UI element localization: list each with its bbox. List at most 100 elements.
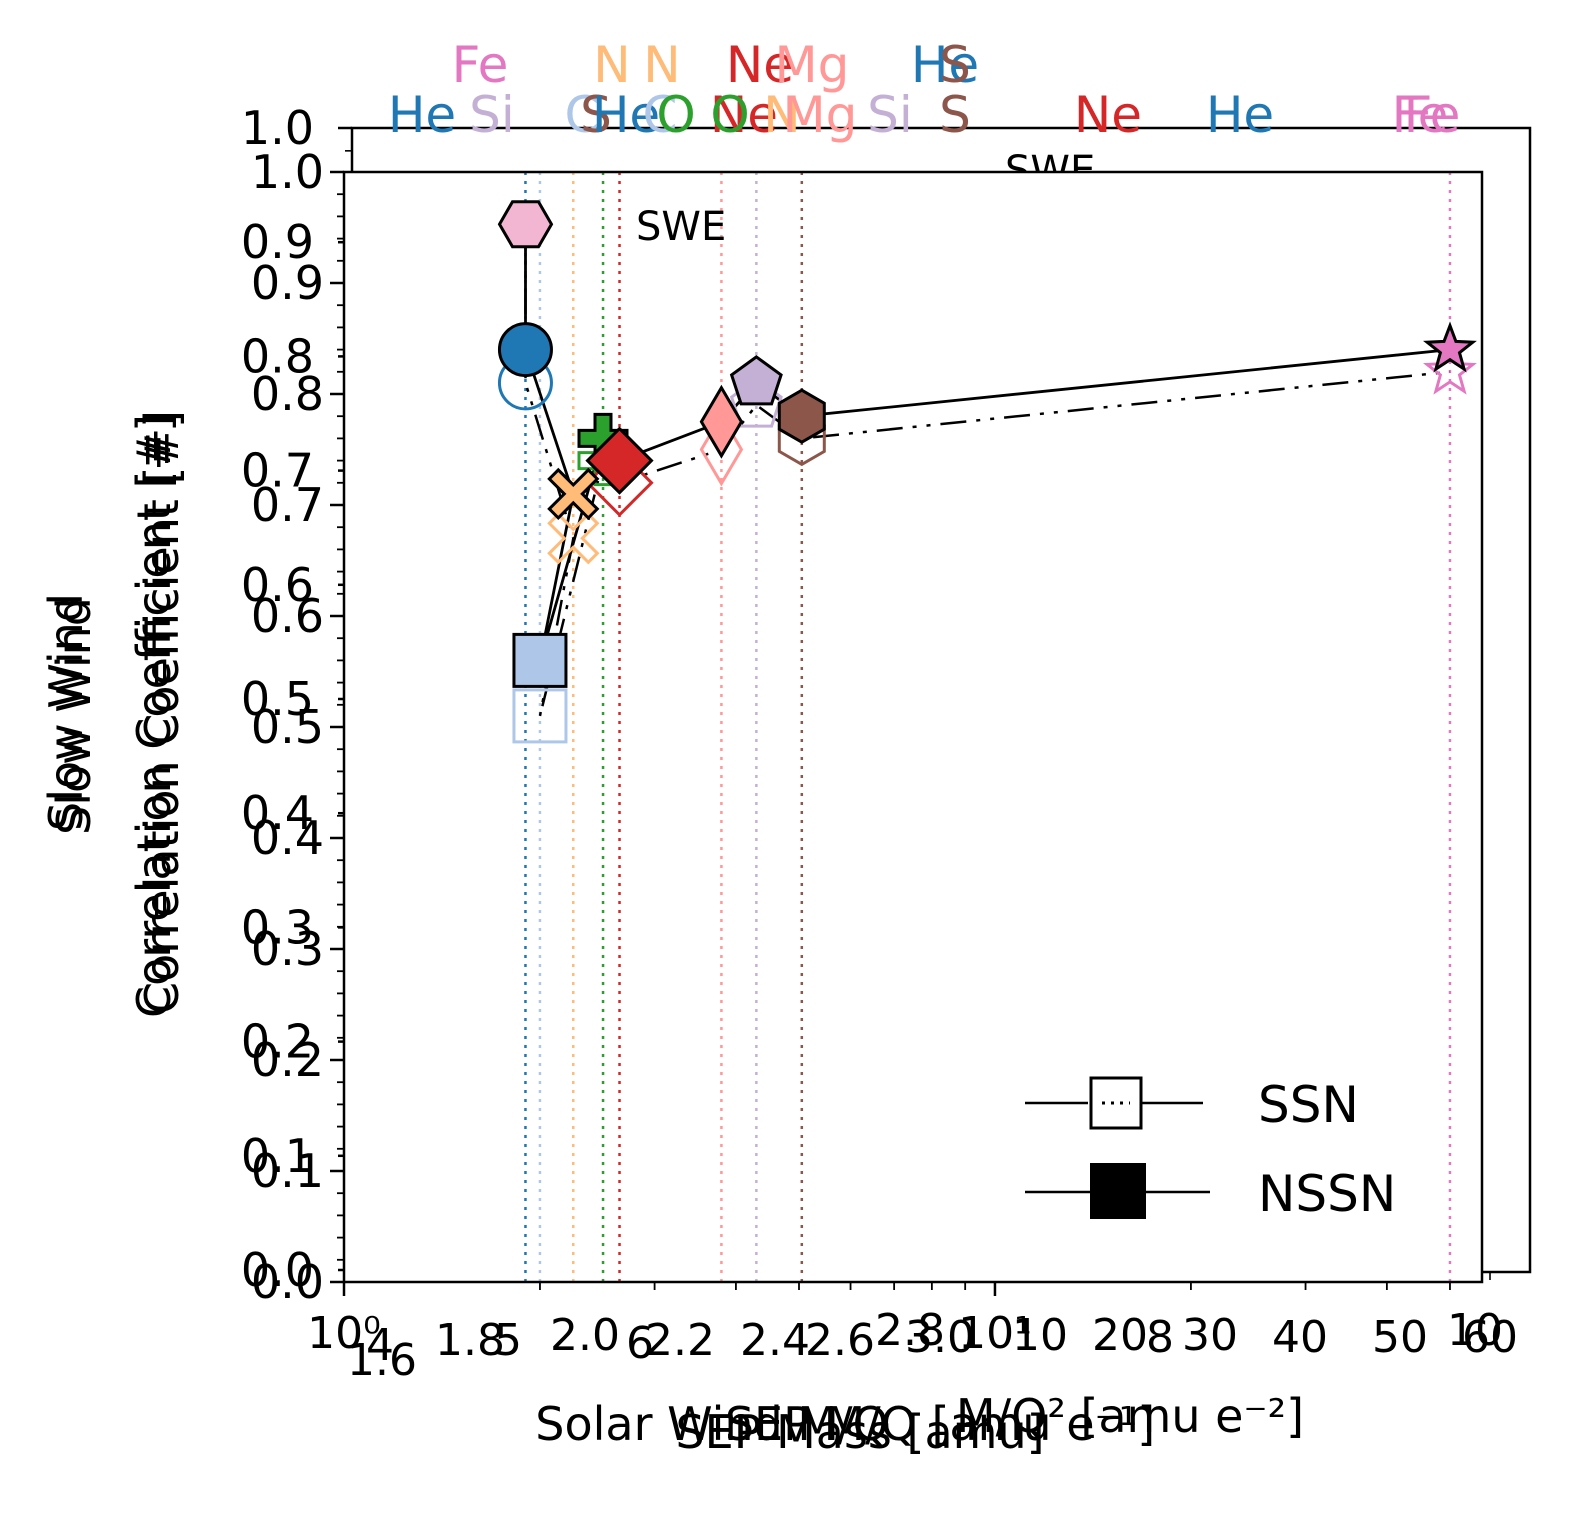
nssn-marker-si [729,355,783,406]
ghost-y-tick-label: 0.0 [241,1243,314,1297]
top-species-label: Si [867,86,913,144]
top-species-label: Si [469,86,515,144]
nssn-marker-he [497,322,553,378]
ghost-y-tick-label: 0.8 [241,329,314,383]
main-axes: 0.0 0.1 0.2 0.3 0.4 0.5 0.6 0.7 0.8 0.9 1.0 10⁰ 10¹… [47,145,1484,1451]
ghost-y-tick-label: 0.7 [241,444,314,498]
top-species-label: He [388,86,456,144]
ghost-x-tick-label: 1.6 [347,1335,417,1386]
y-tick-label: 1.0 [251,145,324,199]
ghost-x-tick-label: 1.8 [435,1315,505,1366]
legend-nssn-label: NSSN [1258,1165,1396,1223]
top-species-label: O [710,86,749,144]
top-species-label: He [911,36,979,94]
ghost-x-tick-label: 2.6 [805,1315,875,1366]
ghost-x-tick-label: 2.2 [645,1315,715,1366]
ghost-x-tick-label: 10 [1447,1305,1503,1356]
ghost-y-tick-label: 0.1 [241,1129,314,1183]
top-species-label: Ne [726,36,794,94]
ghost-x-tick-label: 50 [1372,1312,1428,1363]
top-species-label: N [593,36,630,94]
ghost-x-tick-label: 2.4 [740,1315,810,1366]
ghost-y-label-line-1: Slow Wind [39,593,93,831]
top-species-label: Fe [1392,86,1449,144]
legend-ssn-marker [1089,1076,1143,1130]
top-species-label: O [656,86,695,144]
top-species-label: S [939,36,971,94]
ghost-x-label-2: SEP M/Q [amu e⁻¹] [725,1397,1155,1451]
top-species-label: S [580,86,612,144]
y-tick-label: 0.8 [251,367,324,421]
ghost-axes: Slow Wind Correlation Coefficient [#] SE… [39,101,1532,1459]
nssn-marker-mg [699,384,744,459]
x-axis-ticks: 10⁰ 10¹ [307,1282,1451,1359]
swe-marker [497,200,554,249]
legend-nssn-marker [1090,1163,1146,1219]
ghost-x-tick-label: 8 [1146,1312,1174,1363]
y-tick-label: 0.1 [251,1144,324,1198]
ghost-x-tick-label: 4 [366,1320,394,1371]
nssn-marker-ne [585,426,654,495]
ghost-y-tick-label: 0.6 [241,558,314,612]
ghost-x-label-3: M/Q² [amu e⁻²] [956,1389,1304,1443]
ghost-x-tick-label: 60 [1462,1312,1518,1363]
ghost-y-tick-label: 0.5 [241,672,314,726]
top-species-label: He [592,86,660,144]
top-species-label: He [1206,86,1274,144]
swe-label: SWE [636,204,726,250]
y-label-line-2: Correlation Coefficient [#] [135,410,189,1014]
y-tick-label: 0.2 [251,1033,324,1087]
ghost-x-tick-label: 5 [494,1315,522,1366]
top-species-label: Mg [775,36,850,94]
legend: SSN NSSN [1025,1076,1396,1223]
ghost-x-label-1: SEP Mass [amu] [675,1405,1044,1459]
y-axis-ticks: 0.0 0.1 0.2 0.3 0.4 0.5 0.6 0.7 0.8 0.9 1.0 [251,145,344,1309]
x-tick-label: 10⁰ [307,1308,381,1359]
y-tick-label: 0.7 [251,478,324,532]
top-species-label: N [763,86,800,144]
x-label: Solar Wind M/Q [535,1397,888,1451]
y-tick-label: 0.6 [251,589,324,643]
y-tick-label: 0.9 [251,256,324,310]
top-species-label: C [565,86,600,144]
ghost-x-tick-label: 3.0 [905,1312,975,1363]
ghost-y-tick-label: 0.3 [241,900,314,954]
top-species-label: Fe [1404,86,1461,144]
ssn-marker-n [547,512,600,565]
ghost-x-tick-label: 10 [1012,1310,1068,1361]
top-species-label: Mg [783,86,858,144]
y-label-line-1: Slow Wind [47,597,101,835]
ssn-marker-fe [1423,343,1477,395]
ghost-y-tick-label: 0.9 [241,215,314,269]
ghost-x-tick-label: 2.0 [550,1310,620,1361]
top-species-label: N [643,36,680,94]
nssn-marker-s [777,388,826,444]
x-tick-label: 10¹ [958,1308,1032,1359]
legend-ssn-label: SSN [1258,1076,1359,1134]
y-tick-label: 0.3 [251,922,324,976]
y-tick-label: 0.4 [251,811,324,865]
top-species-label: Fe [452,36,509,94]
ghost-x-tick-label: 40 [1272,1312,1328,1363]
ssn-marker-si [729,377,783,428]
ghost-y-tick-label: 0.2 [241,1015,314,1069]
nssn-marker-fe [1423,321,1477,373]
top-species-label: Ne [710,86,778,144]
top-species-label: S [939,86,971,144]
data-markers [497,200,1477,744]
ssn-marker-c [512,688,568,744]
top-species-label: C [643,86,678,144]
y-tick-label: 0.5 [251,700,324,754]
ghost-y-label-line-2: Correlation Coefficient [#] [127,414,181,1018]
ghost-y-tick-label: 1.0 [241,101,314,155]
ghost-y-tick-label: 0.4 [241,786,314,840]
ssn-marker-mg [699,412,744,487]
nssn-marker-c [512,632,568,688]
top-species-label: Ne [1074,86,1142,144]
y-tick-label: 0.0 [251,1255,324,1309]
nssn-marker-n [547,467,600,521]
ghost-x-tick-label: 2.8 [875,1305,945,1356]
ghost-x-ticks: 1.6 1.8 2.0 2.2 2.42.6 2.83.0 10 20 30 40 50 60 4 5 6 8… [347,1272,1518,1386]
